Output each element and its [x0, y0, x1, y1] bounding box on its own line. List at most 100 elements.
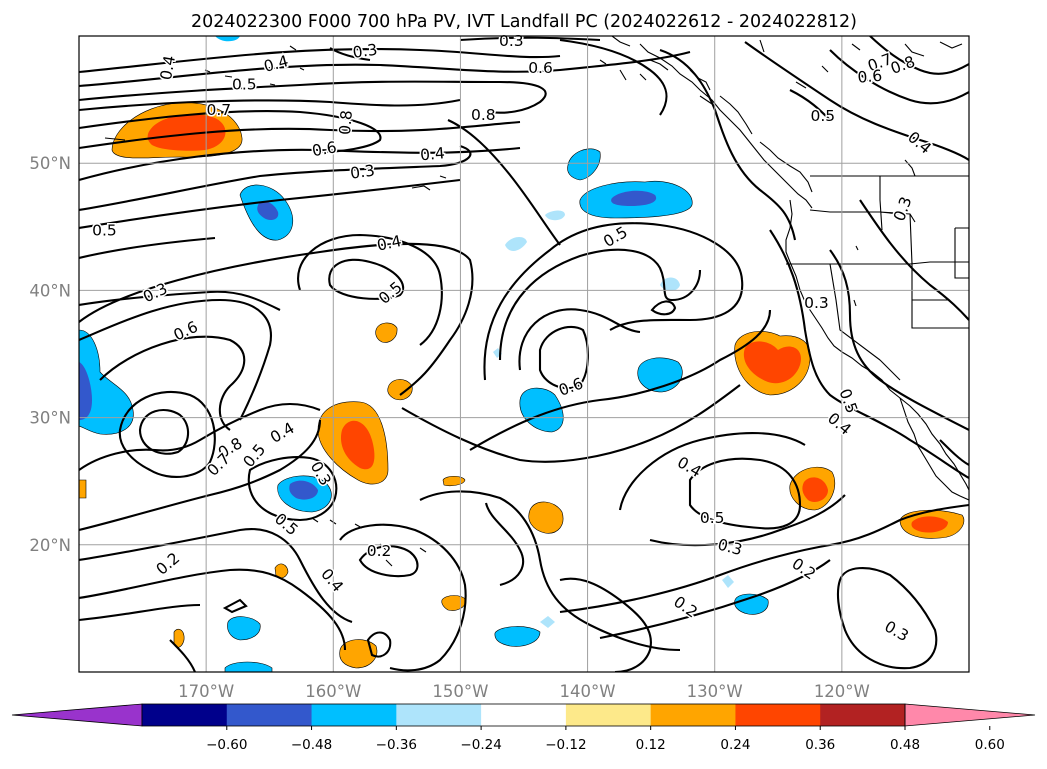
contour-line — [688, 457, 802, 530]
contour-label: 0.6 — [857, 67, 883, 87]
contour-line — [79, 419, 322, 532]
contour-label: 0.8 — [336, 109, 356, 135]
x-tick-label: 140°W — [560, 682, 616, 701]
coastline — [786, 175, 969, 381]
x-tick-label: 150°W — [432, 682, 488, 701]
contour-line — [79, 50, 691, 88]
x-axis-ticks: 170°W 160°W 150°W 140°W 130°W 120°W — [178, 682, 870, 701]
contour-line — [329, 47, 371, 62]
contour-line — [79, 80, 547, 114]
x-tick-label: 130°W — [687, 682, 743, 701]
colorbar-tick-label: −0.24 — [460, 737, 501, 753]
pv-anomaly-patch — [734, 593, 769, 615]
contour-line — [79, 47, 561, 74]
coastline — [899, 397, 969, 501]
contour-label: 0.3 — [804, 294, 829, 312]
contour-label: 0.5 — [810, 107, 835, 125]
contour-label: 0.7 — [207, 101, 232, 119]
contour-line — [79, 178, 461, 230]
colorbar: −0.60 −0.48 −0.36 −0.24 −0.12 0.12 0.24 0.36 0.4… — [11, 703, 1036, 753]
pv-anomaly-patch — [545, 210, 565, 221]
contour-label: 0.5 — [232, 75, 257, 93]
x-tick-label: 160°W — [305, 682, 361, 701]
contour-line — [169, 639, 196, 672]
contour-line — [99, 335, 246, 431]
contour-line — [498, 248, 702, 361]
pv-anomaly-patch — [79, 362, 92, 420]
pv-anomaly-patch — [224, 661, 273, 672]
y-tick-label: 30°N — [29, 409, 71, 428]
contour-line — [79, 242, 474, 396]
contour-label: 0.8 — [471, 106, 496, 124]
contour-line — [829, 249, 969, 431]
contour-line — [559, 503, 969, 614]
colorbar-tick-label: −0.60 — [206, 737, 247, 753]
contour-line — [79, 146, 521, 182]
coastline — [639, 43, 813, 209]
contour-line — [483, 222, 744, 381]
contour-line — [618, 431, 806, 511]
contour-line — [484, 502, 525, 587]
colorbar-segment — [396, 704, 482, 726]
contour-line — [222, 598, 248, 614]
pv-negative-shading — [79, 36, 769, 672]
contour-line — [836, 567, 938, 670]
contour-line — [297, 233, 443, 346]
colorbar-tick-label: −0.36 — [376, 737, 417, 753]
contour-line — [79, 110, 382, 154]
x-tick-label: 120°W — [814, 682, 870, 701]
pv-anomaly-patch — [375, 322, 398, 343]
contour-line — [79, 298, 272, 421]
contour-line — [79, 528, 353, 624]
contour-label: 0.3 — [352, 41, 379, 62]
colorbar-tick-label: 0.60 — [975, 737, 1005, 753]
contour-line — [79, 144, 472, 212]
contour-line — [366, 631, 392, 658]
map-layer — [79, 36, 969, 672]
contour-line — [650, 300, 677, 316]
pv-anomaly-patch — [387, 379, 413, 401]
pv-anomaly-patch — [227, 616, 261, 641]
contour-line — [769, 229, 969, 479]
y-axis-ticks: 20°N 30°N 40°N 50°N — [29, 154, 71, 555]
contour-label: 0.5 — [92, 222, 117, 240]
contour-line — [401, 384, 741, 463]
coastline — [599, 59, 647, 81]
pv-anomaly-patch — [340, 420, 375, 470]
x-tick-label: 170°W — [178, 682, 234, 701]
coastline — [759, 141, 813, 193]
colorbar-extend-low — [11, 703, 143, 727]
colorbar-segment — [650, 704, 736, 726]
contour-line — [339, 523, 467, 672]
contour-line — [79, 120, 521, 150]
colorbar-tick-label: 0.36 — [805, 737, 835, 753]
contour-line — [789, 89, 831, 121]
colorbar-segment — [226, 704, 313, 726]
colorbar-segment — [735, 704, 821, 726]
colorbar-tick-label: 0.48 — [890, 737, 920, 753]
colorbar-segment — [820, 704, 906, 726]
contour-line — [459, 36, 601, 42]
ivt-contours — [79, 36, 969, 672]
contour-line — [744, 41, 969, 161]
contour-label: 0.5 — [700, 509, 725, 527]
contour-line — [869, 36, 969, 75]
pv-anomaly-patch — [215, 36, 240, 42]
contour-label: 0.3 — [349, 161, 376, 182]
coastline — [411, 175, 447, 191]
pv-anomaly-patch — [339, 639, 378, 669]
pv-anomaly-patch — [567, 148, 601, 181]
colorbar-segment — [142, 704, 228, 726]
contour-line — [939, 439, 969, 466]
y-tick-label: 40°N — [29, 281, 71, 300]
contour-label: 0.6 — [528, 59, 553, 77]
contour-label: 0.3 — [499, 32, 524, 50]
contour-line — [859, 199, 969, 321]
contour-line — [247, 456, 338, 522]
coastline — [759, 39, 861, 53]
coastlines — [104, 36, 969, 567]
pv-anomaly-patch — [528, 501, 564, 534]
colorbar-segment — [311, 704, 397, 726]
